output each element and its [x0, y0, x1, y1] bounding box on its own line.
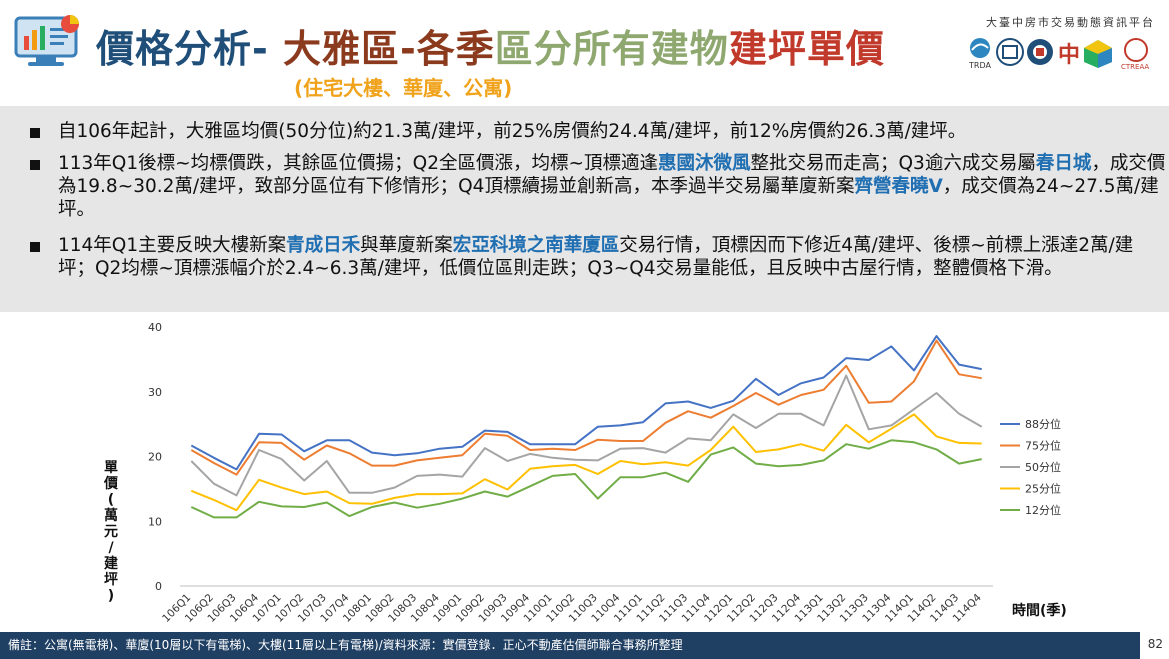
legend-label: 75分位	[1025, 439, 1061, 453]
series-line-2	[190, 339, 982, 476]
y-axis-title-char: 萬	[104, 507, 118, 524]
bullet-square-icon	[30, 160, 40, 170]
cube-logo-icon	[1084, 40, 1112, 68]
y-tick-label: 20	[148, 451, 162, 464]
bullet-text: 自106年起計，大雅區均價(50分位)約21.3萬/建坪，前25%房價約24.4…	[58, 120, 1168, 143]
title-part-price: 建坪單價	[728, 27, 885, 71]
series-line-3	[190, 374, 983, 497]
footer-note: 備註：公寓(無電梯)、華廈(10層以下有電梯)、大樓(11層以上有電梯)/資料來…	[0, 632, 1140, 659]
analytics-dashboard-icon	[14, 15, 79, 66]
page-title: 價格分析- 大雅區-各季區分所有建物建坪單價	[96, 18, 885, 73]
legend-label: 88分位	[1025, 417, 1061, 431]
bullet-text-segment: 自106年起計，大雅區均價(50分位)約21.3萬/建坪，前25%房價約24.4…	[58, 121, 967, 142]
bullet-text-segment: 113年Q1後標~均標價跌，其餘區位價揚；Q2全區價漲，均標~頂標適逢	[58, 153, 658, 174]
y-tick-label: 0	[155, 580, 162, 593]
y-tick-label: 10	[148, 515, 162, 528]
bullet-text-segment: 114年Q1主要反映大樓新案	[58, 235, 287, 256]
building-logo-icon	[996, 38, 1024, 66]
highlighted-project-name: 春日城	[1035, 153, 1092, 174]
title-part-district: 大雅區-各季	[283, 27, 495, 71]
y-axis-title-char: (	[108, 492, 114, 508]
page-subtitle: (住宅大樓、華廈、公寓)	[294, 76, 513, 100]
ctreaa-logo-icon: CTREAA	[1121, 38, 1149, 70]
y-tick-label: 30	[148, 386, 162, 399]
highlighted-project-name: 宏亞科境之南華廈區	[452, 235, 620, 256]
bullet-text-segment: 與華廈新案	[360, 235, 453, 256]
highlighted-project-name: 齊營春曉V	[854, 176, 943, 197]
highlighted-project-name: 青成日禾	[286, 235, 361, 256]
bullet-text-segment: ，成交價為19.8~30.2萬/建坪，致部分區位有下修情形；Q4頂標續揚並創新高…	[58, 153, 1166, 197]
title-part-analysis: 價格分析-	[96, 27, 284, 71]
series-line-4	[190, 413, 982, 512]
bullet-square-icon	[30, 128, 40, 138]
bullet-text-segment: ，成交價為24~27.5萬/建坪。	[58, 176, 1159, 220]
series-line-1	[190, 335, 982, 471]
government-seal-icon	[1027, 39, 1053, 65]
y-axis-title-char: /	[108, 540, 114, 556]
title-part-building: 區分所有建物	[494, 27, 729, 71]
page-number: 82	[1147, 637, 1163, 651]
svg-text:中: 中	[1058, 43, 1080, 68]
summary-bullets: 自106年起計，大雅區均價(50分位)約21.3萬/建坪，前25%房價約24.4…	[0, 106, 1169, 312]
y-axis-title-char: 元	[104, 524, 118, 540]
y-axis-title-char: 建	[104, 555, 118, 572]
bullet-text: 113年Q1後標~均標價跌，其餘區位價揚；Q2全區價漲，均標~頂標適逢惠國沐微風…	[58, 152, 1168, 221]
legend-label: 50分位	[1025, 460, 1061, 474]
svg-text:TRDA: TRDA	[968, 61, 991, 70]
y-axis-title-char: 價	[103, 475, 119, 492]
bullet-text-segment: 交易行情，頂標因而下修近4萬/建坪、後標~前標上漲達2萬/建坪；Q2均標~頂標漲…	[58, 235, 1134, 279]
y-tick-label: 40	[148, 321, 162, 334]
bullet-square-icon	[30, 242, 40, 252]
y-axis-title-char: 單	[104, 460, 118, 476]
y-axis-title-char: )	[108, 588, 114, 604]
highlighted-project-name: 惠國沐微風	[657, 153, 751, 174]
bullet-text-segment: 整批交易而走高；Q3逾六成交易屬	[750, 153, 1036, 174]
svg-text:CTREAA: CTREAA	[1121, 63, 1149, 70]
legend-label: 12分位	[1025, 503, 1061, 517]
price-line-chart: 010203040106Q1106Q2106Q3106Q4107Q1107Q21…	[103, 321, 1067, 625]
series-line-5	[190, 439, 982, 519]
x-axis-title: 時間(季)	[1012, 602, 1067, 619]
header: 價格分析- 大雅區-各季區分所有建物建坪單價 (住宅大樓、華廈、公寓) 大臺中房…	[0, 0, 1169, 106]
bullet-text: 114年Q1主要反映大樓新案青成日禾與華廈新案宏亞科境之南華廈區交易行情，頂標因…	[58, 234, 1168, 280]
platform-name: 大臺中房市交易動態資訊平台	[986, 16, 1155, 29]
organization-logos: TRDA 中 CTREAA	[968, 38, 1149, 70]
legend-label: 25分位	[1025, 482, 1061, 496]
trda-logo-icon: TRDA	[968, 38, 991, 70]
taichung-logo-icon: 中	[1058, 43, 1080, 68]
y-axis-title-char: 坪	[104, 572, 118, 588]
